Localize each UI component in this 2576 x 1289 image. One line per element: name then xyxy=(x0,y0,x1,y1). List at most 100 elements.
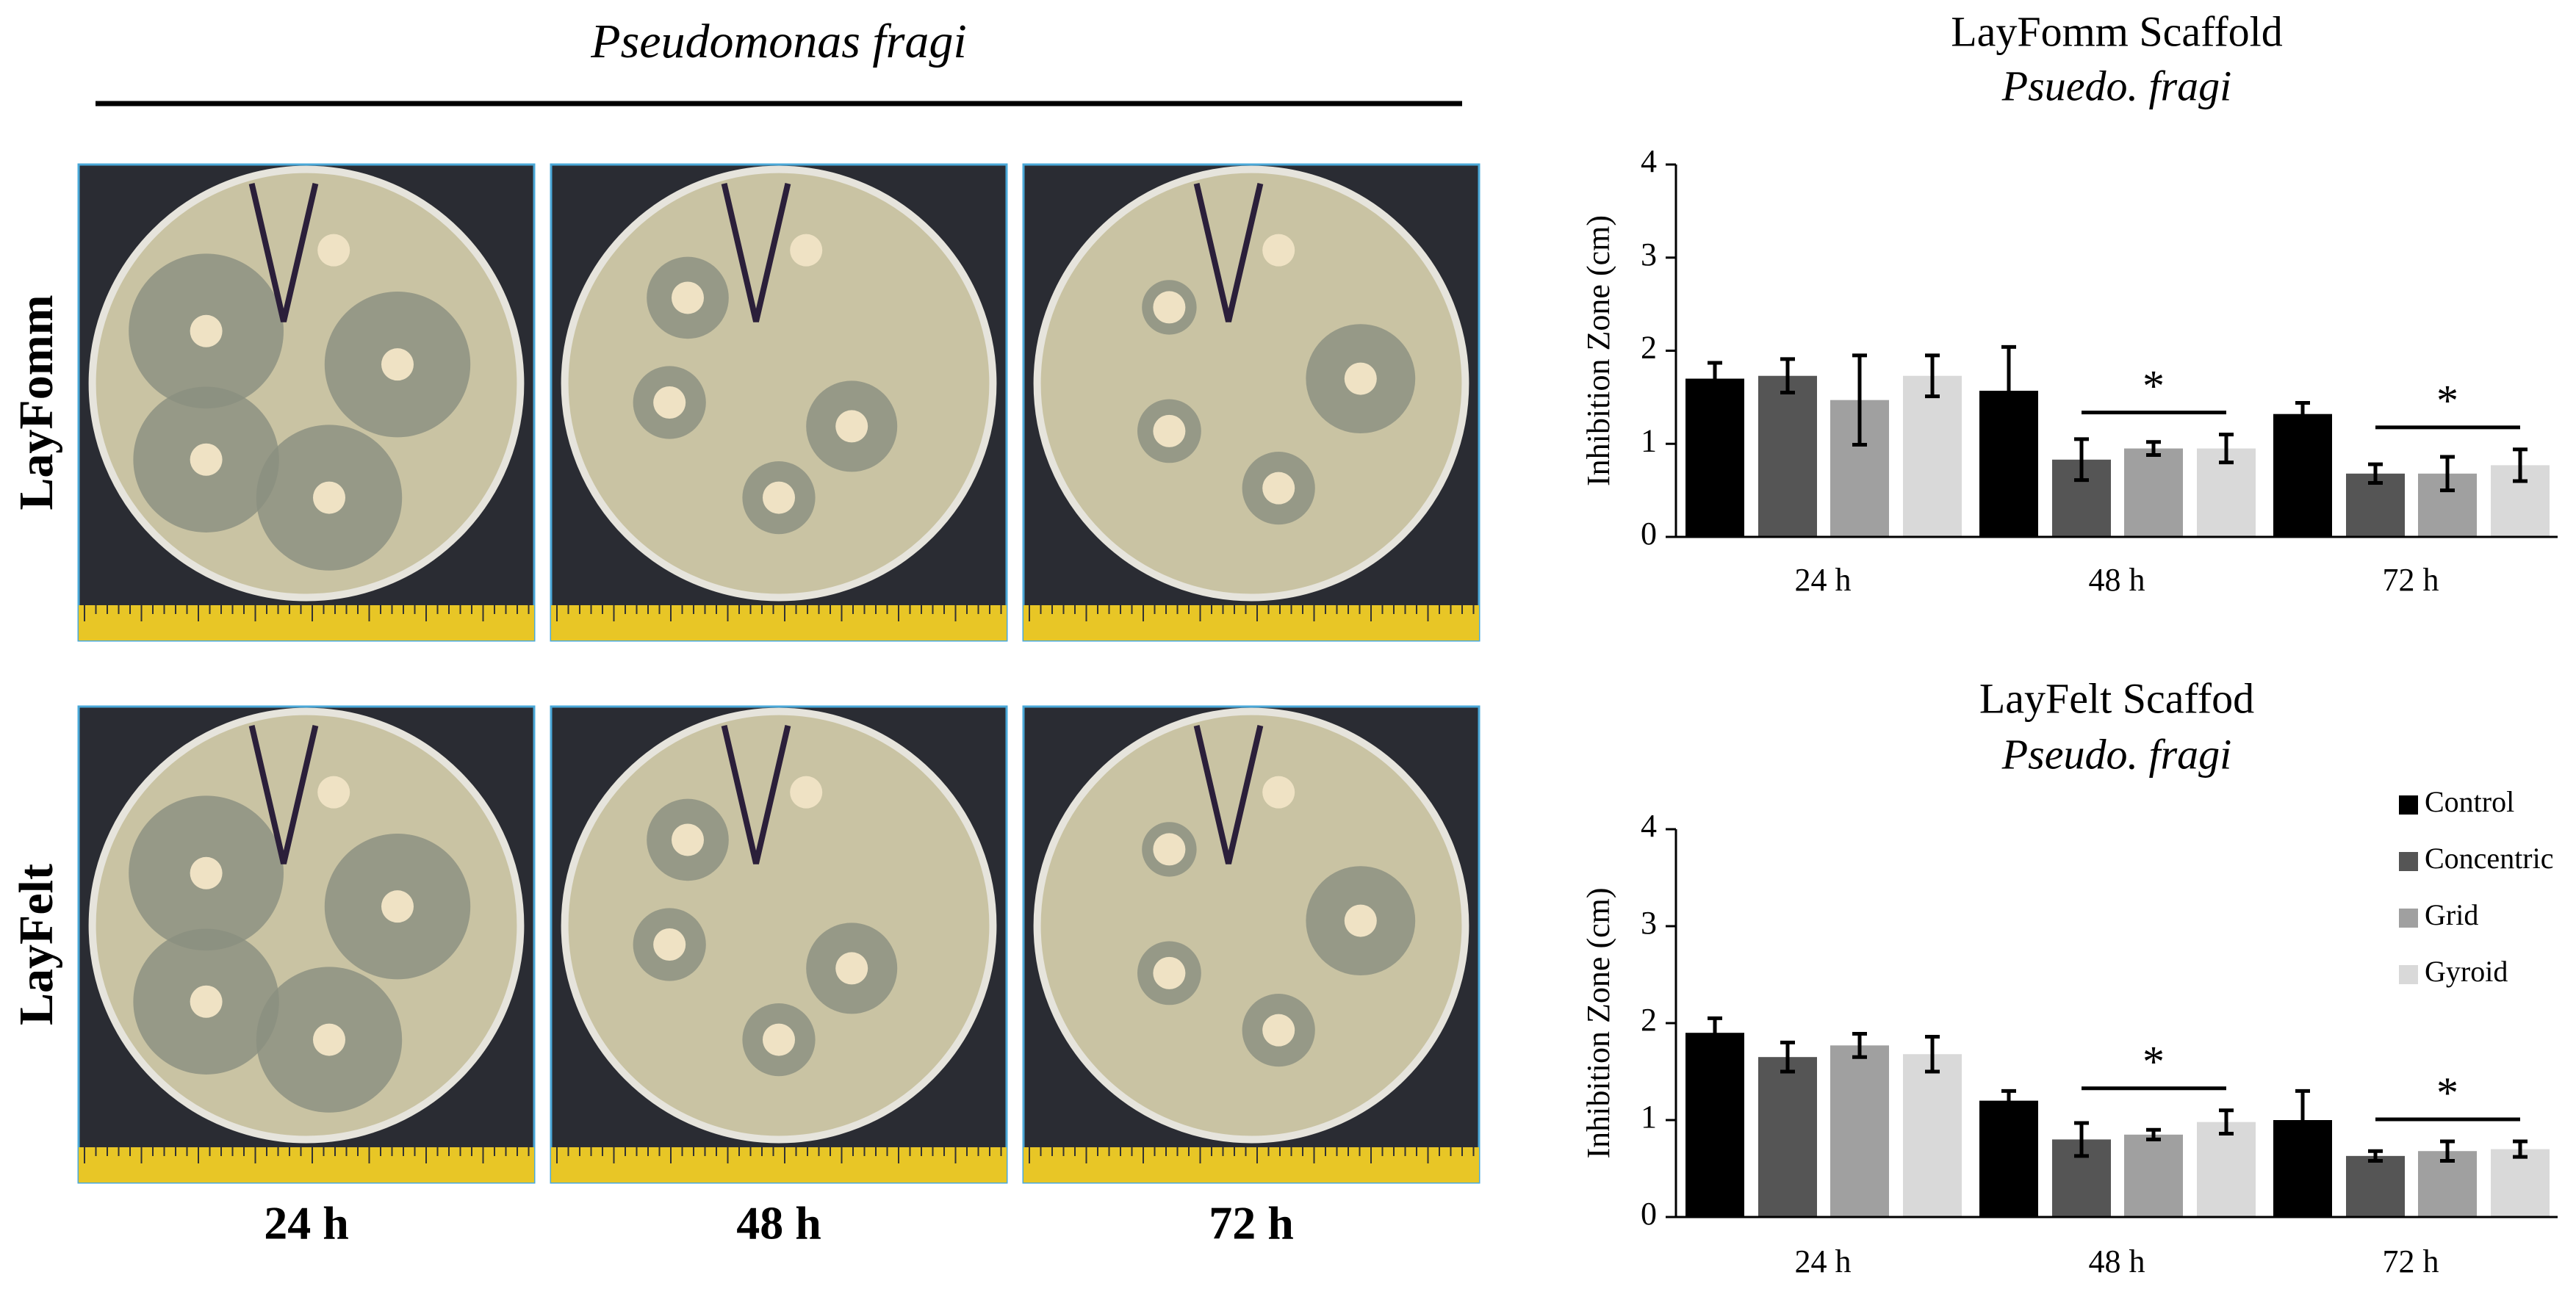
disc xyxy=(672,823,704,856)
scaffold-marker xyxy=(721,183,791,322)
bar xyxy=(2124,448,2183,537)
chart-title: LayFelt Scaffod xyxy=(1979,674,2254,722)
column-label: 48 h xyxy=(736,1197,821,1249)
bar xyxy=(1903,1054,1962,1217)
bar xyxy=(1758,375,1817,537)
disc xyxy=(190,314,223,347)
disc xyxy=(1153,291,1186,324)
bar xyxy=(1685,378,1744,537)
row-label: LayFelt xyxy=(10,864,63,1025)
error-bar xyxy=(2074,1121,2089,1158)
legend-swatch xyxy=(2399,795,2418,815)
significance-marker: * xyxy=(2436,377,2458,425)
significance-marker: * xyxy=(2143,361,2165,410)
legend-label: Gyroid xyxy=(2425,955,2508,988)
error-bar xyxy=(2074,437,2089,483)
legend-swatch xyxy=(2399,965,2418,984)
y-tick-label: 4 xyxy=(1641,808,1657,844)
bar xyxy=(1830,1045,1889,1217)
scaffold-marker xyxy=(721,725,791,864)
bar xyxy=(2273,414,2332,537)
error-bar xyxy=(2368,1149,2383,1163)
legend-label: Grid xyxy=(2425,898,2478,931)
error-bar xyxy=(2295,1088,2310,1152)
error-bar xyxy=(2146,1127,2161,1141)
disc xyxy=(1344,362,1377,395)
error-bar xyxy=(2295,400,2310,427)
disc xyxy=(653,928,686,961)
error-bar xyxy=(1925,353,1940,399)
disc xyxy=(317,234,350,267)
error-bar xyxy=(2440,455,2455,493)
disc xyxy=(672,281,704,314)
disc xyxy=(190,856,223,889)
disc xyxy=(835,952,868,985)
disc xyxy=(1153,414,1186,447)
error-bar xyxy=(2440,1139,2455,1163)
bar xyxy=(1903,375,1962,537)
error-bar xyxy=(2001,1088,2016,1113)
disc xyxy=(313,481,345,514)
x-tick-label: 24 h xyxy=(1795,562,1852,598)
disc xyxy=(190,985,223,1018)
y-axis-label: Inhibition Zone (cm) xyxy=(1580,215,1616,486)
x-tick-label: 72 h xyxy=(2383,1243,2439,1279)
disc xyxy=(190,443,223,476)
scaffold-marker xyxy=(248,725,319,864)
y-tick-label: 4 xyxy=(1641,143,1657,179)
error-bar xyxy=(1852,1032,1867,1059)
error-bar xyxy=(1780,1040,1795,1074)
bar xyxy=(2124,1134,2183,1217)
error-bar xyxy=(1852,353,1867,447)
error-bar xyxy=(2146,440,2161,457)
error-bar xyxy=(2219,433,2234,465)
chart-subtitle: Pseudo. fragi xyxy=(2001,730,2232,778)
disc xyxy=(1153,956,1186,989)
x-tick-label: 48 h xyxy=(2089,1243,2145,1279)
disc xyxy=(1153,833,1186,866)
petri-dish xyxy=(1033,165,1469,602)
error-bar xyxy=(1708,1016,1722,1050)
y-tick-label: 1 xyxy=(1641,1099,1657,1135)
x-tick-label: 24 h xyxy=(1795,1243,1852,1279)
y-tick-label: 2 xyxy=(1641,330,1657,366)
bar xyxy=(2491,1149,2550,1217)
error-bar xyxy=(1780,357,1795,395)
bar xyxy=(2197,1122,2256,1217)
disc xyxy=(313,1023,345,1056)
error-bar xyxy=(2219,1108,2234,1135)
y-tick-label: 3 xyxy=(1641,905,1657,941)
y-tick-label: 3 xyxy=(1641,237,1657,272)
disc xyxy=(763,1023,795,1056)
figure-title: Pseudomonas fragi xyxy=(590,15,967,68)
scaffold-marker xyxy=(1193,725,1264,864)
error-bar xyxy=(1925,1034,1940,1074)
legend-label: Concentric xyxy=(2425,842,2554,875)
bar xyxy=(1685,1033,1744,1217)
bar xyxy=(1758,1057,1817,1217)
ruler xyxy=(79,1147,534,1183)
disc xyxy=(381,890,414,923)
ruler xyxy=(551,605,1007,640)
error-bar xyxy=(2368,462,2383,485)
significance-marker: * xyxy=(2143,1038,2165,1086)
error-bar xyxy=(1708,361,1722,397)
ruler xyxy=(1023,1147,1479,1183)
disc xyxy=(317,776,350,809)
disc xyxy=(835,410,868,443)
y-tick-label: 2 xyxy=(1641,1002,1657,1038)
error-bar xyxy=(2513,1139,2528,1159)
error-bar xyxy=(2513,447,2528,483)
y-tick-label: 1 xyxy=(1641,422,1657,458)
legend-label: Control xyxy=(2425,785,2514,818)
bar xyxy=(2346,1155,2405,1217)
disc xyxy=(790,234,823,267)
bar xyxy=(1979,1100,2038,1217)
x-tick-label: 72 h xyxy=(2383,562,2439,598)
disc xyxy=(1262,776,1295,809)
column-label: 24 h xyxy=(264,1197,349,1249)
chart-title: LayFomm Scaffold xyxy=(1951,7,2283,55)
scaffold-marker xyxy=(248,183,319,322)
